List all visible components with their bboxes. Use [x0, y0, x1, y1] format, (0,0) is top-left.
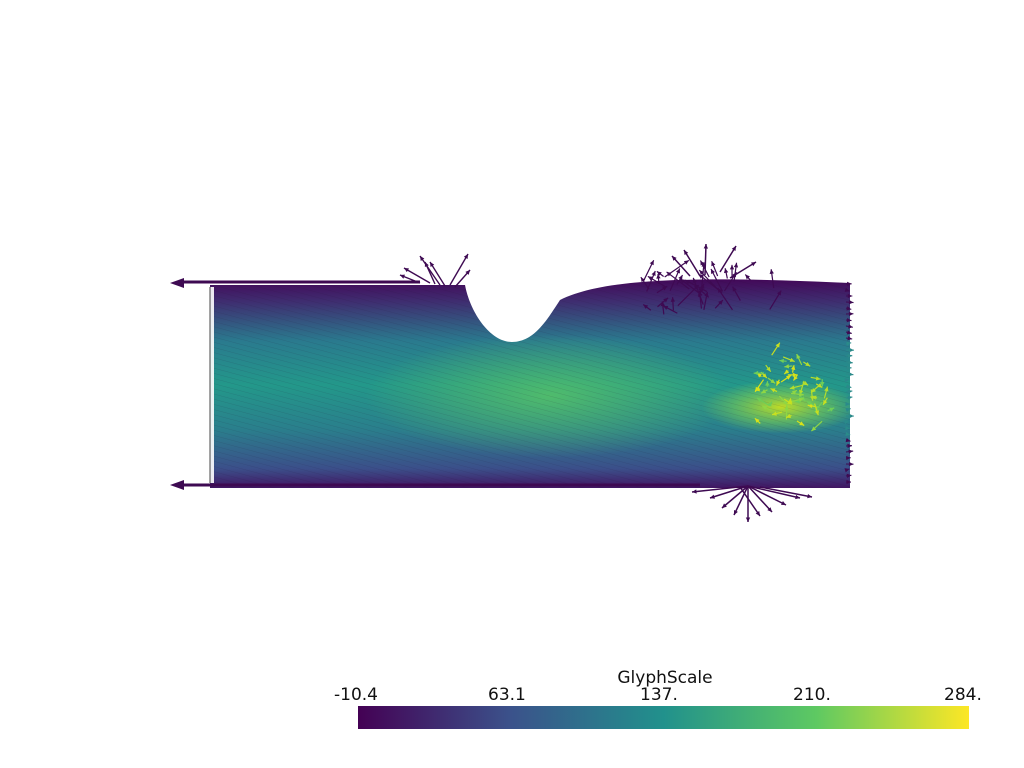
scalar-bar-tick-max: 284.: [944, 685, 982, 705]
scalar-bar-tick-min: -10.4: [334, 685, 378, 705]
scalar-bar-tick-3: 137.: [640, 685, 678, 705]
scalar-bar-tick-2: 63.1: [488, 685, 526, 705]
scalar-bar-title: GlyphScale: [617, 668, 713, 688]
scalar-bar-tick-4: 210.: [793, 685, 831, 705]
glyph-burst-bottom-right: [691, 485, 813, 522]
glyph-burst-top-right: [640, 243, 782, 315]
left-boundary-strip: [208, 287, 214, 483]
right-edge-glyphs: [844, 281, 854, 485]
glyph-burst-top-left: [399, 253, 471, 288]
left-edge-arrows: [170, 278, 700, 490]
glyph-hot-cluster: [753, 342, 835, 432]
scalar-bar-gradient: [358, 706, 969, 729]
plate-mesh: [210, 279, 850, 488]
